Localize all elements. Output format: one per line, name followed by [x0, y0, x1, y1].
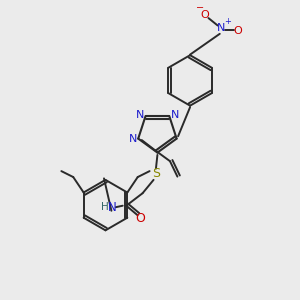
Text: S: S: [152, 167, 160, 180]
Text: −: −: [196, 3, 204, 13]
Text: N: N: [217, 23, 225, 34]
Text: H: H: [101, 202, 109, 212]
Text: O: O: [233, 26, 242, 37]
Text: O: O: [136, 212, 146, 225]
Text: +: +: [224, 17, 231, 26]
Text: N: N: [170, 110, 179, 120]
Text: N: N: [136, 110, 144, 120]
Text: N: N: [108, 201, 117, 214]
Text: O: O: [200, 10, 209, 20]
Text: N: N: [129, 134, 137, 144]
